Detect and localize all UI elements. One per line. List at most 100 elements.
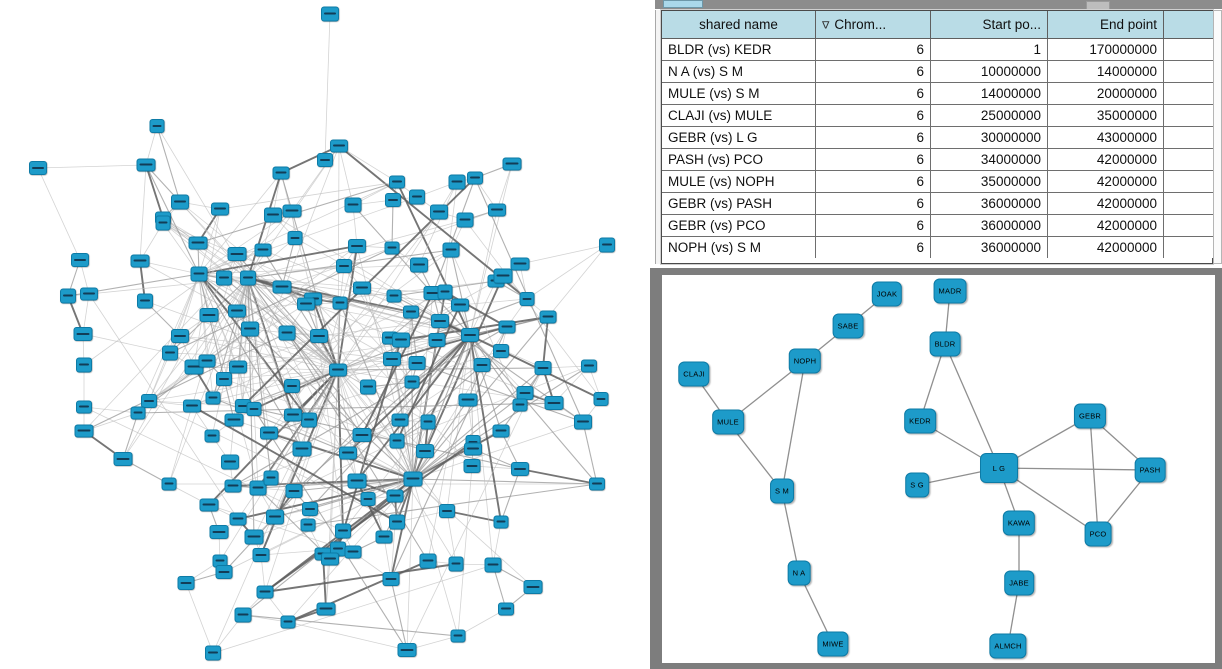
network-node[interactable] [224,479,242,493]
network-node[interactable] [76,357,92,373]
network-node[interactable] [352,428,372,442]
network-node[interactable] [256,585,274,599]
network-node[interactable] [348,239,366,253]
network-node[interactable] [451,298,469,312]
network-node-gebr[interactable]: GEBR [1073,403,1107,429]
network-node[interactable] [360,379,376,395]
column-header-sharedname[interactable]: shared name [662,11,816,39]
network-node[interactable] [431,314,449,328]
network-node[interactable] [292,441,312,457]
network-node[interactable] [410,257,428,273]
network-node[interactable] [246,402,262,416]
network-node[interactable] [287,231,303,245]
network-node[interactable] [599,237,615,253]
network-node[interactable] [502,157,522,171]
network-node[interactable] [205,645,221,661]
network-node[interactable] [488,203,506,217]
network-node[interactable] [254,243,272,257]
network-node[interactable] [498,320,516,334]
network-node[interactable] [285,484,303,498]
network-node[interactable] [332,296,348,310]
network-node-pash[interactable]: PASH [1134,457,1166,483]
network-node[interactable] [204,429,220,443]
network-node[interactable] [512,398,528,412]
network-node[interactable] [234,607,252,623]
network-node-na[interactable]: N A [787,560,811,586]
network-node[interactable] [383,352,401,366]
network-node[interactable] [456,212,474,228]
network-node[interactable] [392,332,410,348]
network-node[interactable] [439,504,455,518]
network-node[interactable] [581,359,597,373]
network-node[interactable] [74,424,94,438]
network-node[interactable] [442,242,460,258]
table-row[interactable]: PASH (vs) PCO6340000004200000011.4 [662,148,1222,171]
network-node[interactable] [216,270,232,286]
network-node[interactable] [216,372,232,386]
network-node-bldr[interactable]: BLDR [929,331,961,357]
network-node[interactable] [344,545,362,559]
table-row[interactable]: MULE (vs) NOPH6350000004200000010.5 [662,170,1222,193]
network-node[interactable] [183,399,201,413]
network-node[interactable] [264,207,282,223]
network-node[interactable] [403,305,419,319]
network-node[interactable] [228,304,246,318]
network-node[interactable] [519,292,535,306]
network-node[interactable] [464,442,482,456]
network-node[interactable] [211,202,229,216]
network-node[interactable] [136,158,156,172]
network-node-sm[interactable]: S M [770,478,794,504]
column-header-chrom[interactable]: ∇ Chrom... [815,11,931,39]
network-node[interactable] [272,280,292,294]
network-node[interactable] [344,197,362,213]
network-node[interactable] [252,548,270,562]
network-node[interactable] [266,509,284,525]
table-row[interactable]: NOPH (vs) S M636000000420000009.9 [662,236,1222,258]
network-node[interactable] [408,356,426,370]
toolbar-tab-fragment[interactable] [663,0,703,8]
table-row[interactable]: MULE (vs) S M614000000200000007.5 [662,82,1222,105]
network-node[interactable] [484,557,502,573]
network-node[interactable] [241,321,259,337]
network-node[interactable] [215,565,233,579]
network-node[interactable] [263,470,279,486]
table-row[interactable]: BLDR (vs) KEDR61170000000192.0 [662,38,1222,61]
network-node[interactable] [171,194,189,210]
network-node[interactable] [389,175,405,189]
network-node[interactable] [458,393,478,407]
network-node[interactable] [523,580,543,594]
network-node[interactable] [409,189,425,205]
network-node[interactable] [260,426,278,440]
network-node[interactable] [224,413,244,427]
network-node[interactable] [510,257,530,271]
network-node[interactable] [76,400,92,414]
network-node[interactable] [113,452,133,466]
network-node[interactable] [498,602,514,616]
network-node[interactable] [389,433,405,449]
network-node[interactable] [149,119,165,133]
network-node[interactable] [353,281,371,295]
network-node[interactable] [130,254,150,268]
network-node[interactable] [463,459,481,473]
network-node-almch[interactable]: ALMCH [989,633,1027,659]
network-node[interactable] [80,287,98,301]
network-node[interactable] [467,171,483,185]
network-node[interactable] [430,204,448,220]
network-node-sg[interactable]: S G [905,472,929,498]
network-node[interactable] [593,392,609,406]
network-node[interactable] [419,553,437,569]
network-node[interactable] [416,444,434,458]
network-node[interactable] [389,514,405,530]
network-node[interactable] [336,259,352,273]
network-node-miwe[interactable]: MIWE [817,631,849,657]
network-node[interactable] [450,629,466,643]
network-node[interactable] [321,6,339,22]
network-node[interactable] [492,424,510,438]
network-node[interactable] [428,333,446,347]
table-row[interactable]: N A (vs) S M610000000140000006.6 [662,60,1222,83]
network-node-sabe[interactable]: SABE [832,313,864,339]
network-node[interactable] [493,268,513,284]
filter-icon[interactable]: ∇ [822,20,830,32]
network-node[interactable] [317,153,333,167]
table-row[interactable]: CLAJI (vs) MULE625000000350000005.9 [662,104,1222,127]
